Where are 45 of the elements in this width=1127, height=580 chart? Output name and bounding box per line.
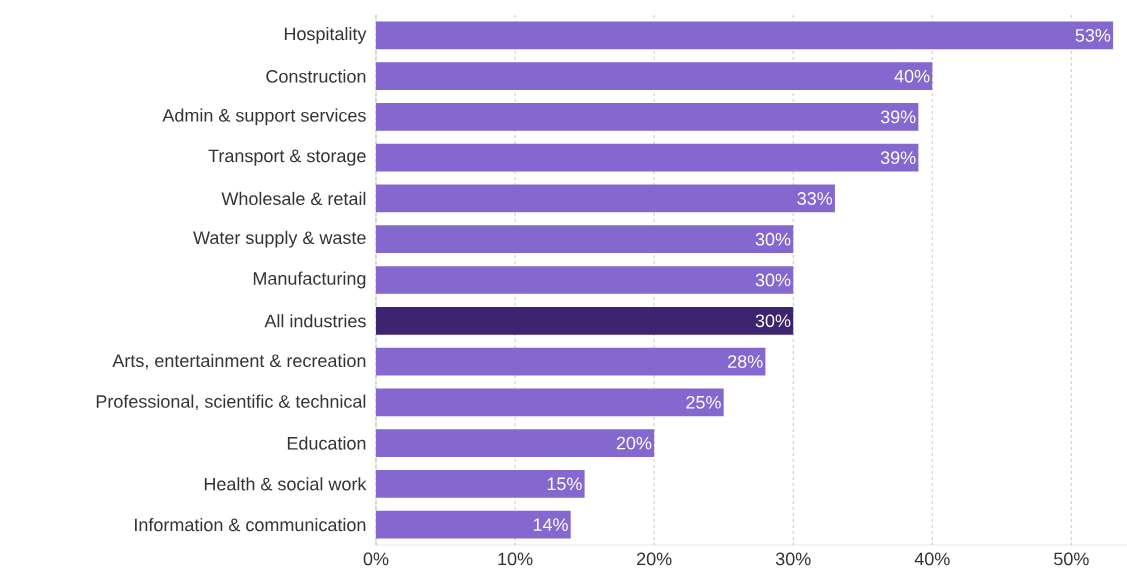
y-tick-label: Manufacturing <box>253 271 366 289</box>
y-tick-label: All industries <box>264 314 366 328</box>
data-label: 20% <box>616 436 652 450</box>
y-tick-label: Construction <box>266 69 366 83</box>
bar <box>376 347 766 376</box>
data-label: 53% <box>1075 29 1111 42</box>
x-tick-label: 30% <box>775 552 811 566</box>
data-label: 30% <box>755 273 791 287</box>
x-tick-label: 10% <box>498 552 533 566</box>
bar <box>376 143 919 172</box>
bar <box>376 388 724 417</box>
y-tick-label: Education <box>287 436 366 450</box>
bar <box>376 266 794 294</box>
data-label: 15% <box>547 477 582 491</box>
y-tick-label: Information & communication <box>135 517 366 532</box>
data-label: 33% <box>797 192 833 205</box>
bar <box>376 429 655 457</box>
bar <box>376 306 794 335</box>
y-tick-label: Admin & support services <box>162 108 366 126</box>
y-tick-label: Wholesale & retail <box>221 191 366 206</box>
x-tick-label: 50% <box>1054 552 1089 566</box>
y-tick-label: Transport & storage <box>208 149 366 166</box>
y-tick-label: Hospitality <box>284 26 367 44</box>
data-label: 30% <box>755 232 791 246</box>
data-label: 25% <box>686 395 721 409</box>
bar <box>376 225 794 254</box>
data-label: 14% <box>533 518 568 531</box>
data-label: 28% <box>728 355 763 368</box>
y-tick-label: Professional, scientific & technical <box>96 394 366 410</box>
y-tick-label: Health & social work <box>204 477 367 491</box>
bar <box>376 21 1114 50</box>
x-tick-label: 0% <box>363 552 389 566</box>
data-label: 39% <box>880 110 916 124</box>
bar <box>376 103 919 131</box>
bar <box>376 62 933 91</box>
bar <box>376 184 835 213</box>
y-tick-label: Water supply & waste <box>193 230 366 248</box>
data-label: 30% <box>755 314 791 328</box>
data-label: 39% <box>880 151 916 165</box>
x-tick-label: 20% <box>637 552 672 566</box>
bar <box>376 469 585 498</box>
x-tick-label: 40% <box>914 552 950 566</box>
data-label: 40% <box>894 69 930 83</box>
y-tick-label: Arts, entertainment & recreation <box>112 353 366 370</box>
bar <box>376 510 571 539</box>
